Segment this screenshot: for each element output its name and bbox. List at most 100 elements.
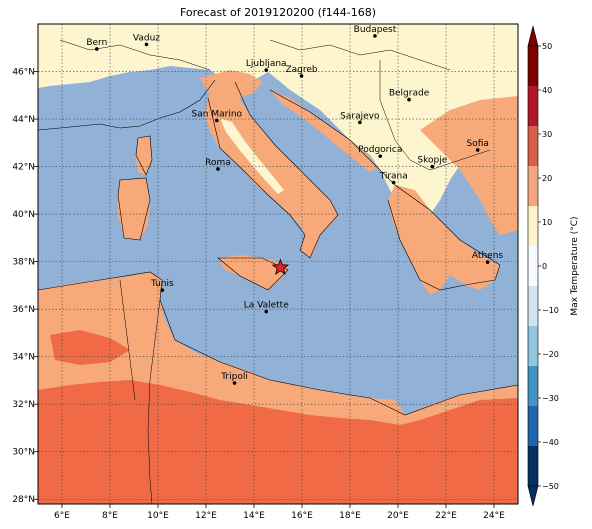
- colorbar-segment: [528, 286, 538, 327]
- colorbar-tick-label: 30: [542, 130, 552, 139]
- city-dot: [299, 74, 304, 78]
- lat-tick-label: 32°N: [12, 400, 35, 410]
- city-label: Podgorica: [358, 145, 402, 155]
- colorbar-tick-label: −50: [542, 482, 559, 491]
- lat-tick-label: 42°N: [12, 163, 35, 173]
- lon-tick-label: 20°E: [387, 511, 409, 521]
- colorbar-extend-bottom: [527, 485, 539, 507]
- city-label: Bern: [86, 38, 107, 48]
- city-dot: [378, 154, 383, 158]
- colorbar-tick-label: 50: [542, 42, 552, 51]
- lon-tick-label: 22°E: [435, 511, 457, 521]
- city-dot: [215, 118, 219, 123]
- city-label: Tripoli: [220, 372, 248, 382]
- colorbar-tick-label: −10: [542, 306, 559, 315]
- city-label: La Valette: [244, 301, 289, 311]
- lon-tick-label: 16°E: [291, 511, 313, 521]
- lat-tick-label: 30°N: [12, 448, 35, 458]
- lat-tick-label: 44°N: [12, 115, 35, 125]
- city-label: Roma: [205, 158, 231, 168]
- italy-mild: [205, 80, 338, 258]
- colorbar-segment: [528, 166, 538, 207]
- colorbar-segment: [528, 126, 538, 167]
- city-label: Sarajevo: [340, 111, 380, 121]
- city-label: San Marino: [192, 109, 243, 119]
- sicily-mild: [218, 255, 288, 290]
- map-gridlines: [38, 24, 518, 504]
- colorbar-segment: [528, 46, 538, 87]
- city-label: Athens: [472, 251, 503, 261]
- city-label: Zagreb: [285, 65, 317, 75]
- lon-tick-label: 10°E: [147, 511, 169, 521]
- country-borders: [59, 39, 491, 504]
- city-dot: [407, 97, 411, 102]
- star-marker-icon: [271, 258, 290, 275]
- colorbar-segment: [528, 366, 538, 407]
- axis-ticks: 6°E 8°E 10°E 12°E 14°E 16°E 18°E 20°E 22°E 24°E 46…: [12, 68, 505, 521]
- lon-tick-label: 14°E: [243, 511, 265, 521]
- city-label: Belgrade: [389, 89, 430, 99]
- colorbar-segment: [528, 246, 538, 287]
- colorbar-segment: [528, 406, 538, 447]
- greece-mild: [388, 185, 500, 295]
- colorbar-tick-label: 10: [542, 218, 552, 227]
- marker-layer: [271, 258, 290, 275]
- colorbar-tick-label: 40: [542, 86, 552, 95]
- balkans-mild: [420, 96, 518, 235]
- city-label: Vaduz: [133, 33, 160, 43]
- lat-tick-label: 36°N: [12, 305, 35, 315]
- city-dot: [216, 167, 220, 171]
- coastlines: [38, 79, 518, 416]
- city-label: Sofia: [466, 139, 488, 149]
- lon-tick-label: 24°E: [483, 511, 505, 521]
- colorbar-tick-label: −20: [542, 350, 559, 359]
- colorbar-extend-top: [527, 25, 539, 47]
- city-dot: [391, 180, 396, 185]
- city-dot: [264, 68, 269, 72]
- colorbar-segment: [528, 206, 538, 247]
- city-dot: [160, 288, 165, 292]
- colorbar-tick-label: 0: [542, 262, 547, 271]
- lat-tick-label: 46°N: [12, 68, 35, 78]
- city-dot: [264, 309, 269, 314]
- colorbar-tick-label: −30: [542, 394, 559, 403]
- lon-tick-label: 12°E: [195, 511, 217, 521]
- city-dot: [475, 148, 480, 152]
- sardinia-mild: [118, 178, 150, 240]
- colorbar-segment: [528, 446, 538, 487]
- map-frame: [37, 23, 519, 505]
- city-dot: [144, 42, 149, 47]
- city-dot: [358, 120, 362, 125]
- lat-tick-label: 28°N: [12, 495, 35, 505]
- apennines-cool: [220, 118, 284, 194]
- lat-tick-label: 40°N: [12, 210, 35, 220]
- city-dot: [430, 164, 435, 169]
- city-dot: [485, 260, 490, 264]
- city-label: Budapest: [354, 25, 397, 35]
- colorbar-segment: [528, 86, 538, 127]
- city-dot: [232, 381, 237, 385]
- corsica-mild: [136, 136, 152, 175]
- lon-tick-label: 8°E: [102, 511, 118, 521]
- colorbar-label: Max Temperature (°C): [570, 216, 580, 315]
- map-title: Forecast of 2019120200 (f144-168): [179, 6, 377, 19]
- city-label: Ljubljana: [246, 59, 287, 69]
- colorbar-tick-label: 20: [542, 174, 552, 183]
- city-dot: [95, 47, 99, 51]
- dalmatia-warm: [270, 90, 378, 172]
- map-area: [38, 24, 518, 504]
- tunisia-warm: [50, 330, 130, 365]
- colorbar: 50 40 30 20 10 0 −10 −20 −30 −40 −50 Max Temperatur…: [527, 25, 580, 507]
- city-dot: [373, 34, 377, 38]
- lat-tick-label: 38°N: [12, 258, 35, 268]
- city-label: Skopje: [417, 156, 447, 166]
- city-label: Tirana: [379, 171, 408, 181]
- colorbar-segment: [528, 326, 538, 367]
- lon-tick-label: 6°E: [54, 511, 70, 521]
- colorbar-tick-label: −40: [542, 438, 559, 447]
- city-label: Tunis: [150, 279, 174, 289]
- lat-tick-label: 34°N: [12, 353, 35, 363]
- lon-tick-label: 18°E: [339, 511, 361, 521]
